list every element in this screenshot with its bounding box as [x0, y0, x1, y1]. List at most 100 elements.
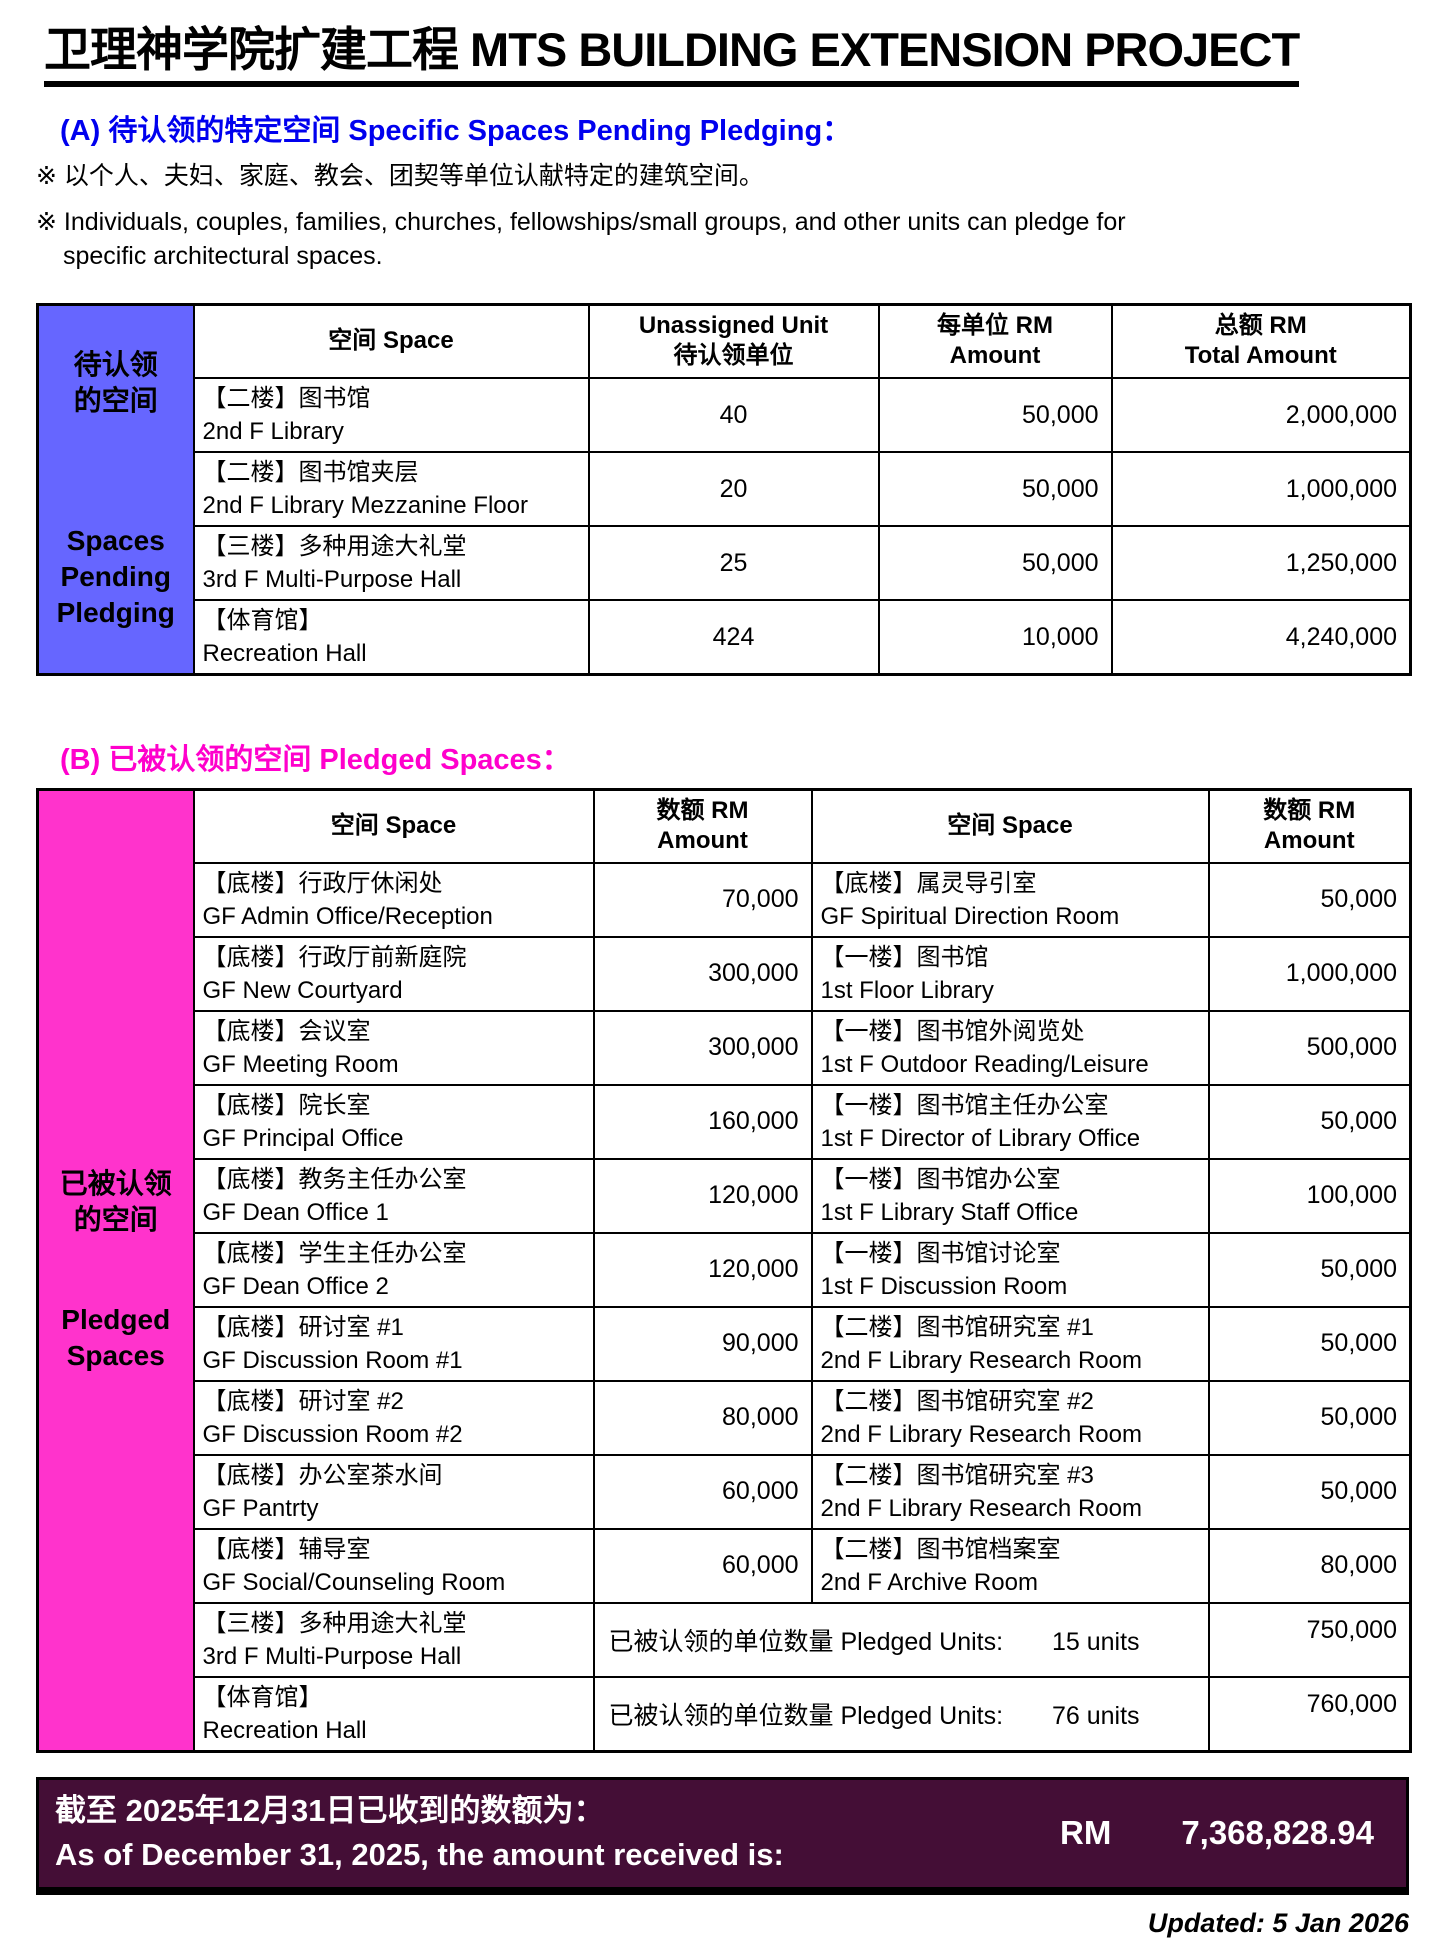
space-name-en: GF Discussion Room #1: [202, 1346, 463, 1374]
pledged-units-cell: 已被认领的单位数量 Pledged Units: 15 units: [592, 1601, 1210, 1678]
space-cell: 【底楼】教务主任办公室 GF Dean Office 1: [192, 1157, 595, 1234]
amount-value: 750,000: [1207, 1601, 1412, 1678]
space-name-en: 3rd F Multi-Purpose Hall: [202, 1642, 462, 1670]
space-name-en: 1st F Library Staff Office: [820, 1198, 1079, 1226]
amount-value: 50,000: [1207, 861, 1412, 938]
space-cell: 【体育馆】 Recreation Hall: [192, 599, 590, 676]
space-cell: 【二楼】图书馆夹层 2nd F Library Mezzanine Floor: [192, 451, 590, 528]
table-b-row-label-cn: 已被认领 的空间: [59, 1168, 172, 1236]
space-cell: 【底楼】办公室茶水间 GF Pantrty: [192, 1453, 595, 1530]
space-name-en: GF Meeting Room: [202, 1050, 399, 1078]
amount-value: 50,000: [1207, 1305, 1412, 1382]
space-name-cn: 【底楼】教务主任办公室: [202, 1165, 467, 1193]
space-name-en: 2nd F Library Research Room: [820, 1420, 1142, 1448]
table-row: 【底楼】学生主任办公室 GF Dean Office 2 120,000 【一楼…: [38, 1231, 1412, 1308]
table-b-header-row: 已被认领 的空间 Pledged Spaces 空间 Space 数额 RM A…: [36, 788, 1412, 1753]
table-row: 【底楼】办公室茶水间 GF Pantrty 60,000 【二楼】图书馆研究室 …: [38, 1453, 1412, 1530]
table-b-row-label: 已被认领 的空间 Pledged Spaces: [36, 788, 195, 1753]
per-unit-amount-value: 50,000: [877, 451, 1113, 528]
table-a-header-row: 待认领 的空间 Spaces Pending Pledging 空间 Space…: [36, 303, 1412, 676]
space-name-en: GF Dean Office 1: [202, 1198, 389, 1226]
amount-value: 60,000: [592, 1527, 813, 1604]
space-name-cn: 【二楼】图书馆研究室 #3: [820, 1461, 1094, 1489]
col-header-space-right: 空间 Space: [810, 788, 1210, 864]
space-name-en: 1st F Outdoor Reading/Leisure: [820, 1050, 1149, 1078]
space-name-cn: 【二楼】图书馆研究室 #2: [820, 1387, 1094, 1415]
amount-value: 80,000: [1207, 1527, 1412, 1604]
space-name-en: 1st F Discussion Room: [820, 1272, 1068, 1300]
unassigned-units-value: 20: [587, 451, 880, 528]
total-amount-value: 1,250,000: [1110, 525, 1412, 602]
space-name-cn: 【体育馆】: [202, 607, 323, 635]
space-name-cn: 【一楼】图书馆: [820, 943, 989, 971]
pledged-units-label: 已被认领的单位数量 Pledged Units:: [608, 1701, 1004, 1730]
per-unit-amount-value: 50,000: [877, 377, 1113, 454]
table-b-row-label-en: Pledged Spaces: [61, 1304, 171, 1372]
amount-value: 160,000: [592, 1083, 813, 1160]
space-name-cn: 【二楼】图书馆夹层: [202, 459, 419, 487]
space-cell: 【底楼】研讨室 #2 GF Discussion Room #2: [192, 1379, 595, 1456]
table-row: 【底楼】研讨室 #2 GF Discussion Room #2 80,000 …: [38, 1379, 1412, 1456]
space-name-en: 2nd F Library Mezzanine Floor: [202, 492, 528, 520]
banner-text: 截至 2025年12月31日已收到的数额为： As of December 31…: [55, 1789, 1060, 1877]
table-row: 【二楼】图书馆 2nd F Library 40 50,000 2,000,00…: [38, 377, 1412, 454]
col-header-space: 空间 Space: [192, 303, 590, 380]
space-cell: 【底楼】院长室 GF Principal Office: [192, 1083, 595, 1160]
space-name-cn: 【一楼】图书馆主任办公室: [820, 1091, 1109, 1119]
pledged-units-value: 76 units: [1052, 1701, 1140, 1730]
space-name-en: 1st F Director of Library Office: [820, 1124, 1141, 1152]
amount-value: 50,000: [1207, 1379, 1412, 1456]
space-cell: 【一楼】图书馆 1st Floor Library: [810, 935, 1210, 1012]
currency-label: RM: [1059, 1814, 1112, 1852]
total-amount-received: 7,368,828.94: [1181, 1814, 1374, 1852]
amount-value: 120,000: [592, 1157, 813, 1234]
space-name-en: 1st Floor Library: [820, 976, 994, 1004]
table-summary-row: 【三楼】多种用途大礼堂 3rd F Multi-Purpose Hall 已被认…: [38, 1601, 1412, 1678]
space-cell: 【一楼】图书馆讨论室 1st F Discussion Room: [810, 1231, 1210, 1308]
section-a-note-english: ※ Individuals, couples, families, church…: [36, 207, 1126, 270]
space-cell: 【底楼】属灵导引室 GF Spiritual Direction Room: [810, 861, 1210, 938]
page-title: 卫理神学院扩建工程 MTS BUILDING EXTENSION PROJECT: [44, 23, 1300, 87]
space-name-cn: 【一楼】图书馆办公室: [820, 1165, 1061, 1193]
total-amount-value: 1,000,000: [1110, 451, 1412, 528]
col-header-total-amount: 总额 RM Total Amount: [1110, 303, 1412, 380]
amount-value: 500,000: [1207, 1009, 1412, 1086]
space-cell: 【体育馆】 Recreation Hall: [192, 1675, 595, 1753]
amount-value: 120,000: [592, 1231, 813, 1308]
space-cell: 【二楼】图书馆档案室 2nd F Archive Room: [810, 1527, 1210, 1604]
space-cell: 【底楼】行政厅休闲处 GF Admin Office/Reception: [192, 861, 595, 938]
space-name-cn: 【二楼】图书馆: [202, 385, 371, 413]
section-b-heading: (B) 已被认领的空间 Pledged Spaces：: [60, 744, 571, 777]
space-name-en: 2nd F Library Research Room: [820, 1494, 1142, 1522]
table-a-row-label: 待认领 的空间 Spaces Pending Pledging: [36, 303, 195, 676]
space-name-en: 2nd F Library: [202, 418, 344, 446]
space-cell: 【一楼】图书馆主任办公室 1st F Director of Library O…: [810, 1083, 1210, 1160]
unassigned-units-value: 424: [587, 599, 880, 676]
space-name-cn: 【一楼】图书馆外阅览处: [820, 1017, 1085, 1045]
amount-value: 300,000: [592, 1009, 813, 1086]
space-name-en: Recreation Hall: [202, 640, 367, 668]
pledged-units-cell: 已被认领的单位数量 Pledged Units: 76 units: [592, 1675, 1210, 1753]
space-name-cn: 【底楼】行政厅前新庭院: [202, 943, 467, 971]
space-name-cn: 【底楼】院长室: [202, 1091, 371, 1119]
col-header-amount-left: 数额 RM Amount: [592, 788, 813, 864]
per-unit-amount-value: 50,000: [877, 525, 1113, 602]
amount-value: 70,000: [592, 861, 813, 938]
space-name-en: 3rd F Multi-Purpose Hall: [202, 566, 462, 594]
space-name-cn: 【一楼】图书馆讨论室: [820, 1239, 1061, 1267]
space-name-en: GF Spiritual Direction Room: [820, 902, 1120, 930]
col-header-amount-right: 数额 RM Amount: [1207, 788, 1412, 864]
space-name-cn: 【底楼】学生主任办公室: [202, 1239, 467, 1267]
amount-value: 50,000: [1207, 1453, 1412, 1530]
section-a-note-chinese: ※ 以个人、夫妇、家庭、教会、团契等单位认献特定的建筑空间。: [36, 161, 764, 190]
amount-value: 50,000: [1207, 1083, 1412, 1160]
space-cell: 【二楼】图书馆研究室 #3 2nd F Library Research Roo…: [810, 1453, 1210, 1530]
col-header-space-left: 空间 Space: [192, 788, 595, 864]
space-name-cn: 【底楼】辅导室: [202, 1535, 371, 1563]
space-cell: 【二楼】图书馆研究室 #2 2nd F Library Research Roo…: [810, 1379, 1210, 1456]
amount-value: 1,000,000: [1207, 935, 1412, 1012]
space-name-cn: 【底楼】办公室茶水间: [202, 1461, 443, 1489]
table-a-row-label-cn: 待认领 的空间: [73, 349, 158, 417]
space-name-en: GF Social/Counseling Room: [202, 1568, 506, 1596]
banner-line-en: As of December 31, 2025, the amount rece…: [55, 1837, 784, 1873]
